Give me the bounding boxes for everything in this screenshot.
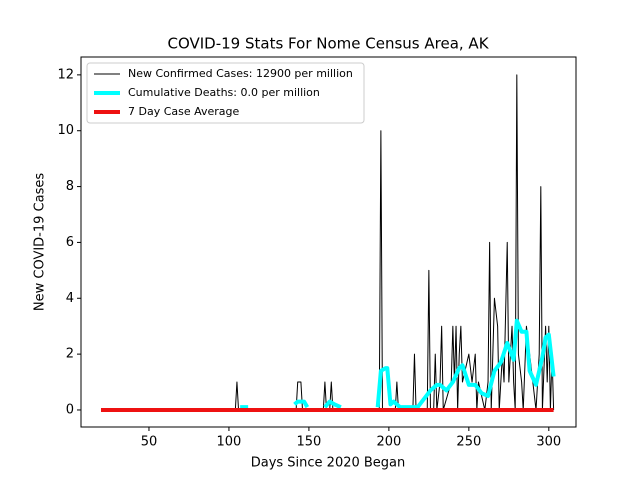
series-line <box>240 318 556 410</box>
legend-label: 7 Day Case Average <box>128 105 240 118</box>
series-line <box>100 74 555 411</box>
x-tick-label: 200 <box>376 435 401 450</box>
y-tick-label: 4 <box>66 291 74 306</box>
legend-label: Cumulative Deaths: 0.0 per million <box>128 86 320 99</box>
y-tick-label: 0 <box>66 402 74 417</box>
x-tick-label: 250 <box>456 435 481 450</box>
x-tick-label: 300 <box>536 435 561 450</box>
x-tick-label: 100 <box>217 435 242 450</box>
plot <box>100 74 556 412</box>
y-tick-label: 8 <box>66 179 74 194</box>
legend-box <box>86 62 365 124</box>
x-axis-label: Days Since 2020 Began <box>251 456 406 471</box>
y-tick-label: 10 <box>57 123 74 138</box>
y-tick-label: 6 <box>66 235 74 250</box>
legend-label: New Confirmed Cases: 12900 per million <box>128 67 353 80</box>
plot-frame <box>80 56 577 428</box>
y-tick-label: 2 <box>66 347 74 362</box>
x-tick-label: 50 <box>141 435 158 450</box>
y-axis-label: New COVID-19 Cases <box>33 173 48 311</box>
x-tick-label: 150 <box>296 435 321 450</box>
chart-title: COVID-19 Stats For Nome Census Area, AK <box>167 35 489 53</box>
y-tick-label: 12 <box>57 67 74 82</box>
